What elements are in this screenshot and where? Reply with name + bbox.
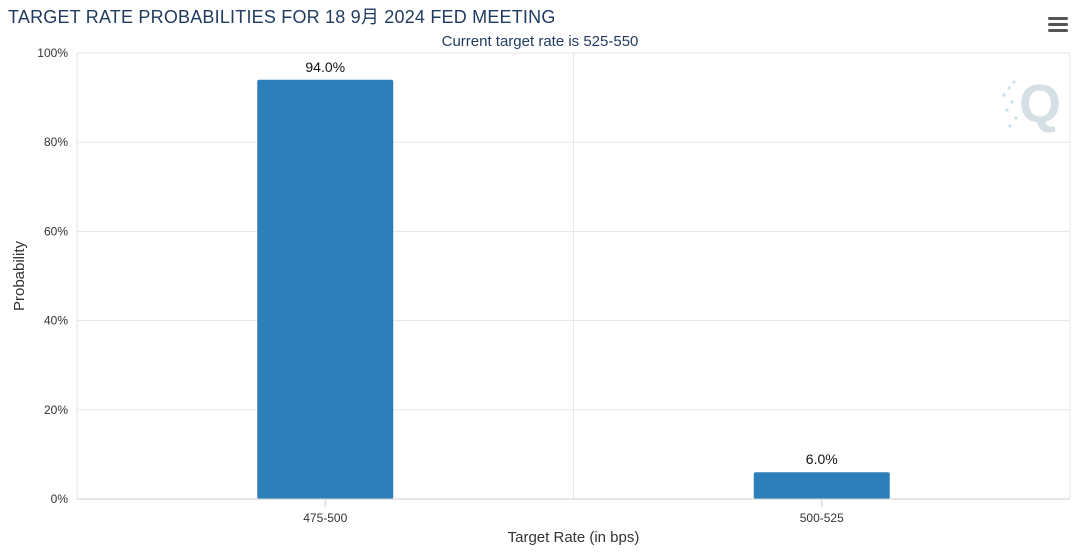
q-logo-icon: Q: [1002, 74, 1061, 134]
y-tick-label: 80%: [44, 135, 68, 149]
y-tick-label: 40%: [44, 314, 68, 328]
data-label: 94.0%: [305, 59, 345, 75]
y-axis-title: Probability: [11, 240, 28, 311]
svg-text:Q: Q: [1019, 74, 1061, 134]
chart-title: TARGET RATE PROBABILITIES FOR 18 9月 2024…: [8, 7, 556, 27]
x-axis-ticks: 475-500 500-525: [303, 499, 844, 525]
x-axis-title: Target Rate (in bps): [508, 529, 640, 546]
y-tick-label: 60%: [44, 224, 68, 238]
y-tick-label: 100%: [37, 46, 68, 60]
hamburger-menu-icon[interactable]: [1046, 14, 1070, 36]
y-axis-ticks: 0% 20% 40% 60% 80% 100%: [37, 46, 68, 506]
bar-475-500[interactable]: [257, 79, 394, 499]
chart-subtitle: Current target rate is 525-550: [441, 33, 639, 50]
bar-500-525[interactable]: [753, 472, 890, 499]
x-tick-label: 500-525: [800, 511, 844, 525]
x-tick-label: 475-500: [303, 511, 347, 525]
y-tick-label: 0%: [51, 492, 69, 506]
data-labels: 94.0% 6.0%: [305, 59, 837, 467]
data-label: 6.0%: [806, 451, 838, 467]
vertical-gridlines: [76, 53, 1071, 499]
y-tick-label: 20%: [44, 403, 68, 417]
bars: [257, 79, 890, 499]
